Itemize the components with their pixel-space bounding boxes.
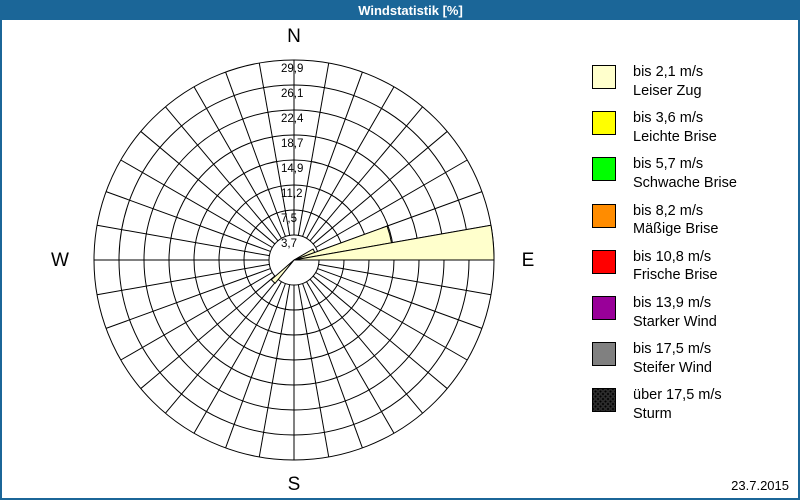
svg-text:18,7: 18,7 (281, 138, 303, 150)
svg-text:N: N (287, 26, 301, 47)
svg-text:22,4: 22,4 (281, 113, 304, 125)
svg-text:W: W (51, 250, 69, 271)
svg-text:11,2: 11,2 (281, 188, 303, 200)
svg-text:3,7: 3,7 (281, 238, 297, 250)
svg-text:14,9: 14,9 (281, 163, 303, 175)
svg-text:7,5: 7,5 (281, 213, 297, 225)
svg-text:26,1: 26,1 (281, 88, 303, 100)
svg-text:S: S (288, 474, 301, 495)
svg-text:E: E (522, 250, 535, 271)
svg-text:29,9: 29,9 (281, 63, 303, 75)
